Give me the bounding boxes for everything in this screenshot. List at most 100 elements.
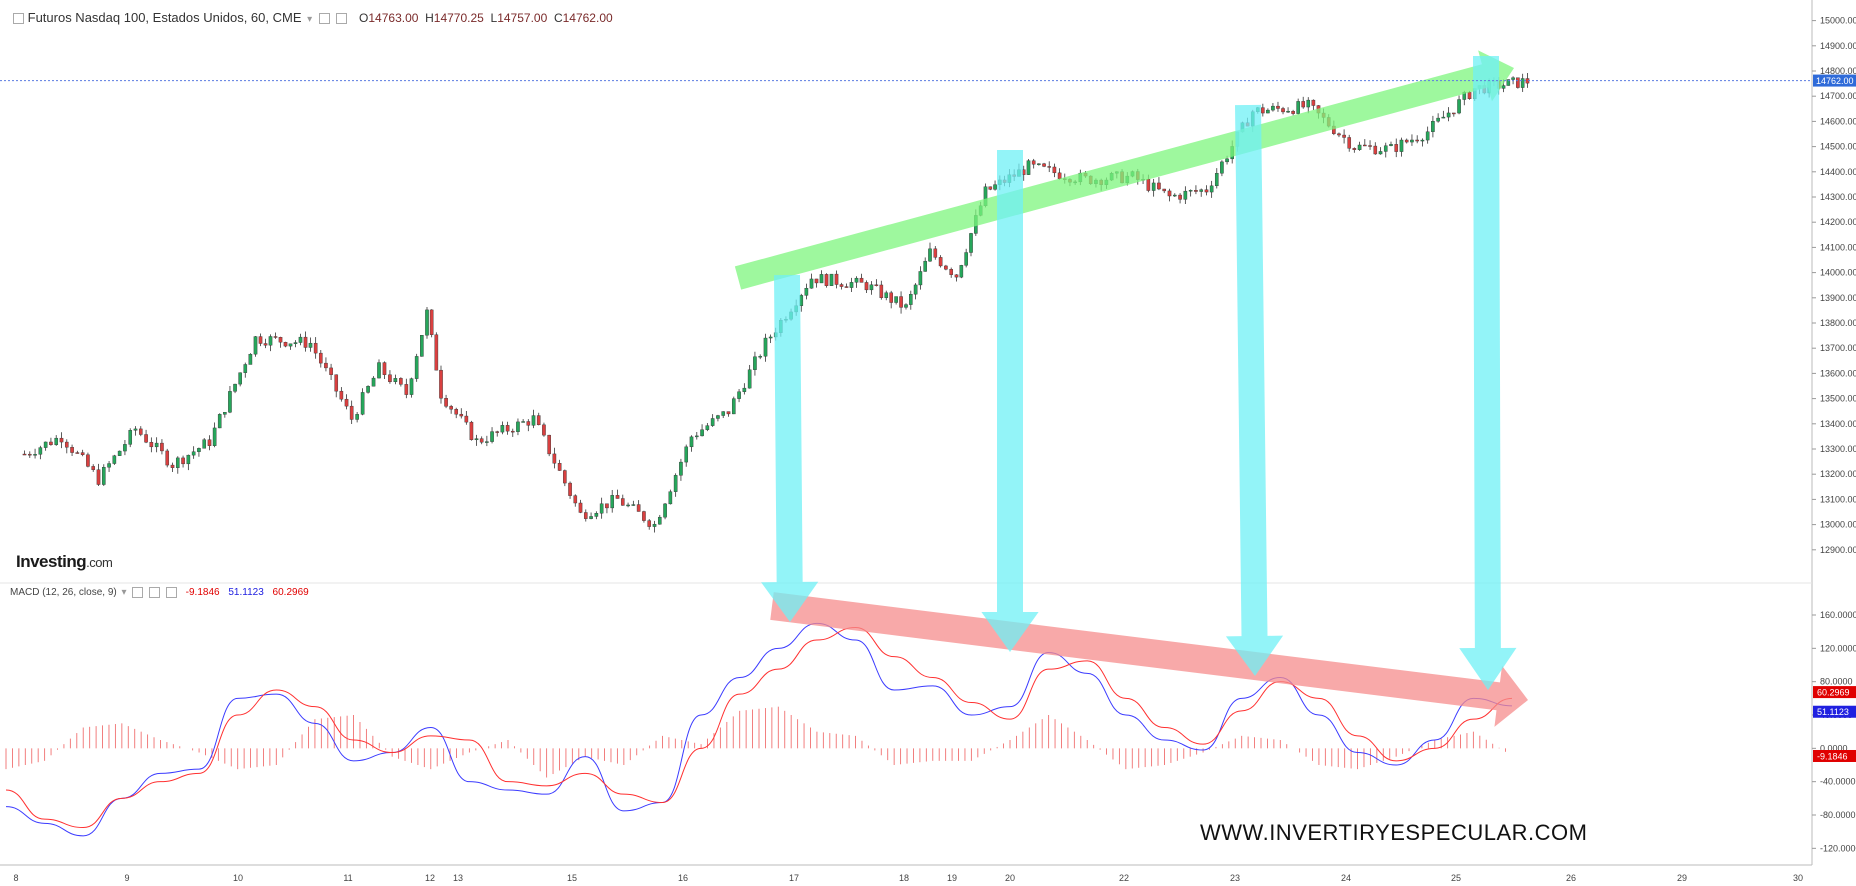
candle-body <box>382 362 387 375</box>
price-tick-label: 14200.00 <box>1820 217 1856 227</box>
candle-body <box>804 287 809 296</box>
candle-body <box>1167 190 1172 197</box>
price-tick-label: 14400.00 <box>1820 167 1856 177</box>
candle-body <box>1506 79 1511 86</box>
candle-body <box>1291 110 1295 114</box>
candle-body <box>737 391 741 399</box>
price-tick-label: 14700.00 <box>1820 91 1856 101</box>
time-axis: 8 9 10 11 12 13 15 16 17 18 19 20 22 23 24 25 26 29 30 <box>13 873 1803 883</box>
candle-body <box>1337 133 1341 136</box>
candle-body <box>1209 185 1214 193</box>
candle-body <box>308 342 313 348</box>
candle-body <box>969 233 973 253</box>
price-tick-label: 13500.00 <box>1820 394 1856 404</box>
chevron-down-icon[interactable]: ▾ <box>121 587 127 599</box>
candle-body <box>324 362 328 369</box>
candle-body <box>349 405 354 420</box>
candle-body <box>563 470 567 484</box>
candle-body <box>652 523 657 527</box>
close-icon[interactable] <box>165 587 177 598</box>
candle-body <box>228 391 232 413</box>
candle-body <box>128 430 133 445</box>
open-label: O <box>359 11 369 25</box>
time-tick-label: 18 <box>899 873 909 883</box>
hide-icon[interactable] <box>336 13 348 25</box>
logo-suffix: .com <box>86 555 113 570</box>
candle-body <box>1047 166 1052 168</box>
divergence-arrow <box>761 274 819 622</box>
candle-body <box>288 343 293 347</box>
candle-body <box>434 334 439 371</box>
candle-body <box>123 444 127 452</box>
instrument-title: Futuros Nasdaq 100, Estados Unidos, 60, … <box>27 10 302 25</box>
macd-tick-label: -80.0000 <box>1820 810 1856 820</box>
candle-body <box>186 454 191 465</box>
candle-body <box>552 453 557 464</box>
candle-body <box>700 429 704 437</box>
price-tick-label: 14000.00 <box>1820 268 1856 278</box>
candle-body <box>1194 190 1198 192</box>
candle-body <box>490 431 494 442</box>
macd-lines <box>5 622 1513 837</box>
candle-body <box>388 374 392 383</box>
price-tick-label: 13200.00 <box>1820 469 1856 479</box>
settings-icon[interactable] <box>318 13 330 25</box>
candle-body <box>668 491 673 505</box>
candle-body <box>753 356 757 370</box>
hide-icon[interactable] <box>149 587 161 598</box>
candle-body <box>1436 117 1440 122</box>
candle-body <box>1301 101 1306 108</box>
price-tick-label: 14300.00 <box>1820 192 1856 202</box>
candle-body <box>1276 105 1280 109</box>
macd-tick-label: 160.0000 <box>1820 610 1856 620</box>
price-tick-label: 13600.00 <box>1820 368 1856 378</box>
candle-body <box>536 415 541 426</box>
candle-body <box>449 406 453 410</box>
price-tick-label: 13000.00 <box>1820 520 1856 530</box>
candle-body <box>874 284 879 286</box>
macd-tick-label: 80.0000 <box>1820 677 1853 687</box>
chevron-down-icon[interactable]: ▾ <box>307 14 313 25</box>
macd-tick-label: 0.0000 <box>1820 743 1848 753</box>
candle-body <box>233 383 237 392</box>
candle-body <box>1373 145 1378 155</box>
candle-body <box>439 369 443 399</box>
candle-body <box>824 274 829 286</box>
candle-body <box>819 274 824 284</box>
time-tick-label: 9 <box>124 873 129 883</box>
candle-body <box>138 428 143 435</box>
candle-body <box>1172 194 1177 197</box>
candle-body <box>918 271 923 286</box>
price-tick-label: 14500.00 <box>1820 142 1856 152</box>
candle-body <box>293 342 298 344</box>
candle-body <box>663 503 667 518</box>
candle-body <box>112 455 117 464</box>
time-tick-label: 16 <box>678 873 688 883</box>
candle-body <box>1452 112 1456 115</box>
candle-body <box>43 441 48 448</box>
close-label: C <box>553 11 563 25</box>
candle-body <box>409 378 414 395</box>
candle-body <box>1188 190 1193 192</box>
price-grid <box>0 0 1813 866</box>
candle-body <box>747 369 752 389</box>
candle-body <box>949 269 953 275</box>
price-tick-label: 13900.00 <box>1820 293 1856 303</box>
candle-body <box>589 516 593 519</box>
candle-body <box>454 408 459 415</box>
time-tick-label: 30 <box>1793 873 1803 883</box>
collapse-icon[interactable] <box>13 13 24 25</box>
candle-body <box>849 282 854 288</box>
ohlc-readout: O14763.00 H14770.25 L14757.00 C14762.00 <box>359 11 613 25</box>
macd-histogram-value: -9.1846 <box>185 587 220 599</box>
candle-body <box>444 398 448 407</box>
candle-body <box>1199 189 1204 192</box>
candle-body <box>631 504 636 506</box>
candle-body <box>1516 77 1520 88</box>
settings-icon[interactable] <box>132 587 144 598</box>
candle-body <box>217 414 222 429</box>
candle-body <box>1352 148 1357 150</box>
candle-body <box>1368 145 1372 147</box>
candle-body <box>1431 121 1435 132</box>
